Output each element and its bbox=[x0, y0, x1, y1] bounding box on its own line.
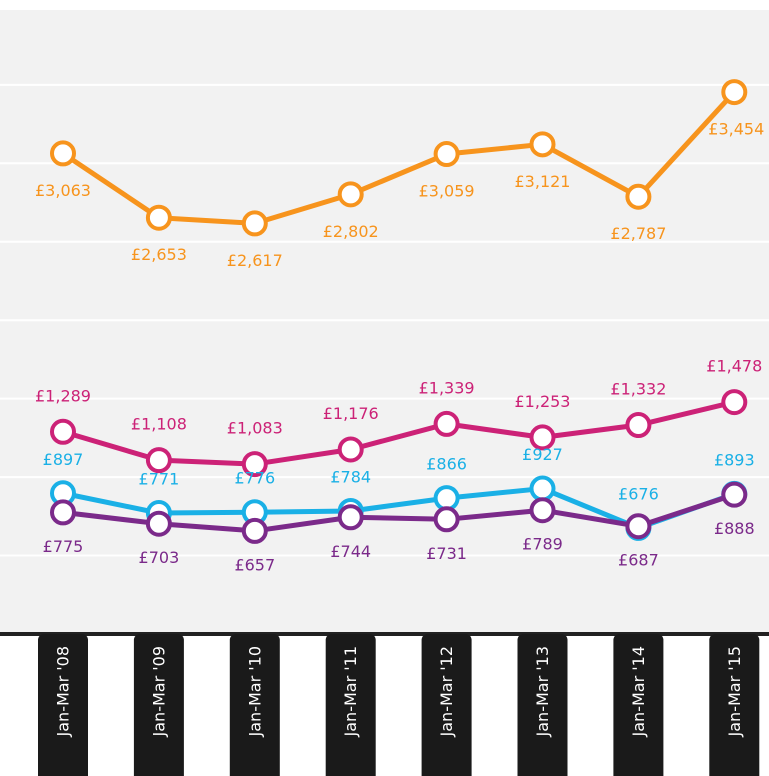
data-point bbox=[529, 475, 556, 502]
category-box bbox=[709, 634, 760, 776]
data-label: £1,253 bbox=[515, 392, 571, 411]
data-label: £1,083 bbox=[227, 419, 283, 438]
data-point bbox=[433, 485, 460, 512]
data-label: £3,059 bbox=[419, 182, 475, 201]
series-line bbox=[62, 399, 735, 467]
data-point bbox=[433, 141, 460, 168]
data-point bbox=[145, 447, 172, 474]
x-tick-label: Jan-Mar '10 bbox=[245, 646, 264, 737]
data-label: £657 bbox=[234, 555, 275, 574]
data-label: £771 bbox=[139, 470, 180, 489]
category-box bbox=[38, 634, 88, 776]
category-box bbox=[517, 634, 568, 776]
data-label: £731 bbox=[426, 544, 467, 563]
data-point bbox=[433, 506, 460, 533]
series-line bbox=[61, 90, 737, 226]
data-label: £3,063 bbox=[35, 181, 91, 200]
data-point bbox=[241, 517, 268, 544]
data-label: £2,653 bbox=[131, 245, 187, 264]
data-label: £3,121 bbox=[515, 172, 571, 191]
data-label: £1,176 bbox=[323, 404, 379, 423]
category-box bbox=[613, 634, 664, 776]
data-label: £1,339 bbox=[419, 378, 475, 397]
data-point bbox=[433, 410, 460, 437]
category-box bbox=[229, 634, 280, 776]
data-point bbox=[50, 418, 76, 445]
data-label: £893 bbox=[714, 450, 755, 469]
data-label: £775 bbox=[43, 537, 84, 556]
data-label: £784 bbox=[330, 467, 371, 486]
data-point bbox=[241, 210, 268, 237]
data-label: £927 bbox=[522, 445, 563, 464]
x-tick-label: Jan-Mar '11 bbox=[341, 646, 360, 737]
data-label: £3,454 bbox=[708, 120, 764, 139]
data-label: £2,617 bbox=[227, 251, 283, 270]
data-point bbox=[337, 504, 364, 531]
data-label: £776 bbox=[234, 469, 275, 488]
data-point bbox=[721, 79, 748, 106]
data-label: £1,332 bbox=[610, 380, 666, 399]
data-label: £2,787 bbox=[610, 224, 666, 243]
data-point bbox=[529, 424, 556, 451]
data-point bbox=[721, 481, 748, 508]
data-point bbox=[50, 499, 76, 526]
x-tick-label: Jan-Mar '15 bbox=[725, 646, 744, 737]
data-label: £897 bbox=[43, 450, 84, 469]
data-point bbox=[241, 451, 268, 478]
data-label: £2,802 bbox=[323, 222, 379, 241]
data-point bbox=[625, 412, 652, 439]
data-point bbox=[145, 510, 172, 537]
x-tick-label: Jan-Mar '14 bbox=[629, 646, 648, 737]
data-point bbox=[625, 183, 652, 210]
x-tick-label: Jan-Mar '09 bbox=[149, 646, 168, 737]
plot-background bbox=[0, 10, 769, 634]
data-label: £703 bbox=[139, 548, 180, 567]
category-box bbox=[421, 634, 472, 776]
data-point bbox=[625, 513, 652, 540]
data-point bbox=[145, 204, 172, 231]
data-point bbox=[529, 131, 556, 158]
data-point bbox=[50, 140, 76, 167]
data-label: £1,478 bbox=[706, 357, 762, 376]
data-label: £1,108 bbox=[131, 415, 187, 434]
data-point bbox=[337, 436, 364, 463]
data-label: £888 bbox=[714, 519, 755, 538]
series-line bbox=[62, 492, 736, 534]
data-label: £676 bbox=[618, 484, 659, 503]
category-box bbox=[325, 634, 376, 776]
x-tick-label: Jan-Mar '13 bbox=[533, 646, 552, 737]
x-tick-label: Jan-Mar '08 bbox=[54, 646, 73, 737]
data-label: £1,289 bbox=[35, 386, 91, 405]
data-label: £744 bbox=[330, 542, 371, 561]
data-point bbox=[337, 181, 364, 208]
data-point bbox=[529, 497, 556, 524]
data-point bbox=[721, 389, 748, 416]
category-box bbox=[133, 634, 184, 776]
data-label: £789 bbox=[522, 535, 563, 554]
data-label: £687 bbox=[618, 551, 659, 570]
x-tick-label: Jan-Mar '12 bbox=[437, 646, 456, 737]
data-label: £866 bbox=[426, 455, 467, 474]
